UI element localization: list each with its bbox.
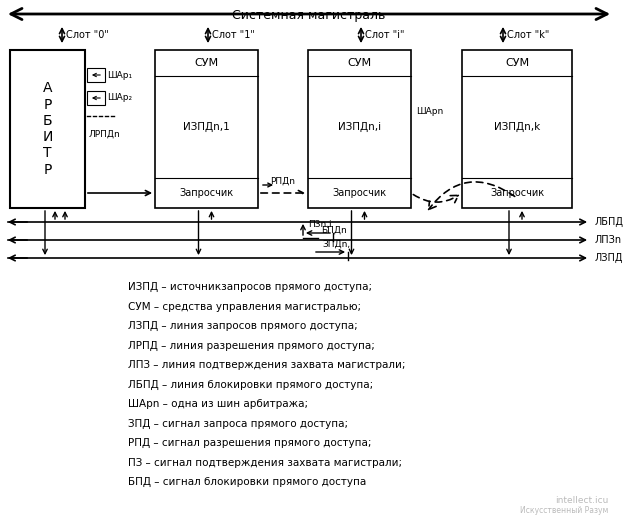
Text: ПЗn,i: ПЗn,i [308,221,332,230]
FancyArrowPatch shape [429,182,515,209]
Text: ШАрn – одна из шин арбитража;: ШАрn – одна из шин арбитража; [128,399,308,409]
Text: ИЗПД – источникзапросов прямого доступа;: ИЗПД – источникзапросов прямого доступа; [128,282,372,292]
Text: ШАр₁: ШАр₁ [107,70,132,79]
Text: БПД – сигнал блокировки прямого доступа: БПД – сигнал блокировки прямого доступа [128,477,366,487]
Text: Слот "i": Слот "i" [365,30,404,40]
Text: СУМ: СУМ [194,58,219,68]
Text: Системная магистраль: Системная магистраль [232,8,386,22]
Text: Искусственный Разум: Искусственный Разум [520,506,608,515]
Bar [87,68,105,82]
Text: Слот "1": Слот "1" [212,30,255,40]
Text: ЗПД – сигнал запроса прямого доступа;: ЗПД – сигнал запроса прямого доступа; [128,418,348,428]
Bar [155,50,258,208]
Text: А
Р
Б
И
Т
Р: А Р Б И Т Р [42,81,53,177]
FancyArrowPatch shape [413,195,459,203]
Text: ЗПДn,i: ЗПДn,i [323,240,353,249]
Text: ЛРПД – линия разрешения прямого доступа;: ЛРПД – линия разрешения прямого доступа; [128,341,375,351]
Text: ЛПЗ – линия подтверждения захвата магистрали;: ЛПЗ – линия подтверждения захвата магист… [128,360,406,370]
Text: ШАр₂: ШАр₂ [107,94,132,103]
Text: ШАрn: ШАрn [416,106,443,115]
Text: ИЗПДn,i: ИЗПДn,i [338,122,381,132]
Text: ЛБПДn: ЛБПДn [595,217,623,227]
Bar [308,50,411,208]
Text: Слот "k": Слот "k" [507,30,549,40]
Text: ИЗПДn,1: ИЗПДn,1 [183,122,230,132]
Text: РПД – сигнал разрешения прямого доступа;: РПД – сигнал разрешения прямого доступа; [128,438,371,448]
Text: БПДn: БПДn [321,225,347,234]
Text: РПДn: РПДn [270,177,295,186]
Bar [462,50,572,208]
Text: Запросчик: Запросчик [179,188,234,198]
Text: ПЗ – сигнал подтверждения захвата магистрали;: ПЗ – сигнал подтверждения захвата магист… [128,458,402,468]
Text: ЛПЗn: ЛПЗn [595,235,622,245]
Text: ЛБПД – линия блокировки прямого доступа;: ЛБПД – линия блокировки прямого доступа; [128,379,373,389]
Text: Запросчик: Запросчик [490,188,544,198]
Bar [10,50,85,208]
Text: ЛРПДn: ЛРПДn [89,130,121,139]
Text: ИЗПДn,k: ИЗПДn,k [494,122,540,132]
Text: Запросчик: Запросчик [333,188,386,198]
Text: intellect.icu: intellect.icu [554,496,608,505]
Text: СУМ: СУМ [348,58,371,68]
Text: ЛЗПДn: ЛЗПДn [595,253,623,263]
Text: ЛЗПД – линия запросов прямого доступа;: ЛЗПД – линия запросов прямого доступа; [128,321,358,331]
Text: Слот "0": Слот "0" [66,30,109,40]
Bar [87,91,105,105]
Text: СУМ – средства управления магистралью;: СУМ – средства управления магистралью; [128,302,361,312]
Text: СУМ: СУМ [505,58,529,68]
